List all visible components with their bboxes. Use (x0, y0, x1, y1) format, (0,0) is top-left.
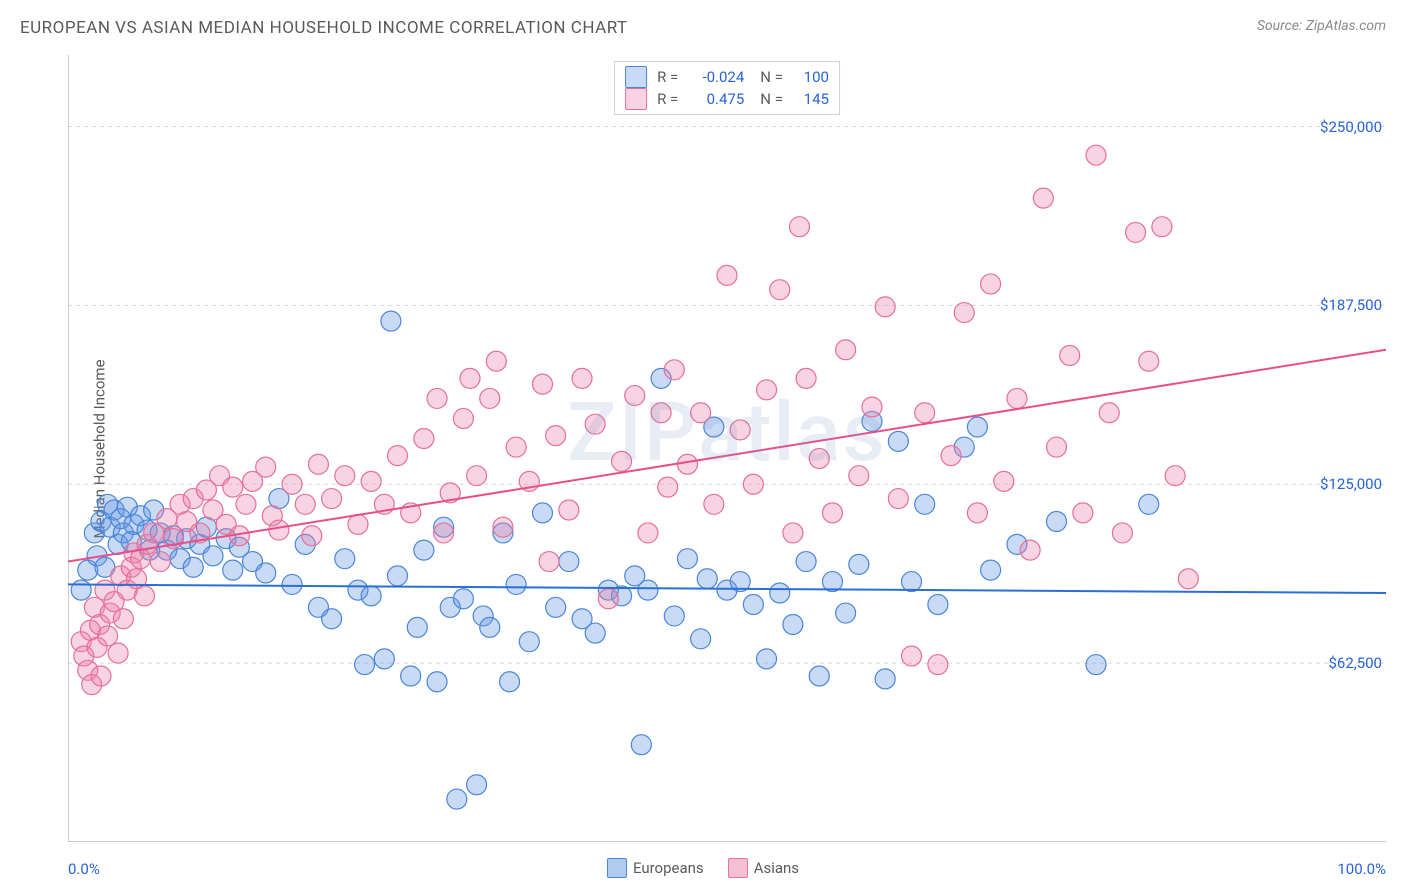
series-swatch (625, 88, 647, 110)
x-axis-bar: 0.0% 100.0% Europeans Asians (20, 850, 1386, 878)
y-tick-label: $62,500 (1328, 654, 1382, 672)
legend-label: Europeans (633, 859, 704, 877)
n-value: 145 (789, 90, 829, 108)
series-legend: Europeans Asians (607, 858, 799, 878)
y-tick-label: $250,000 (1320, 118, 1382, 136)
legend-swatch (728, 858, 748, 878)
r-label: R = (657, 68, 678, 86)
legend-item: Asians (728, 858, 799, 878)
y-tick-label: $187,500 (1320, 296, 1382, 314)
x-axis-min-label: 0.0% (68, 860, 100, 878)
chart-area: Median Household Income ZIPatlas R =-0.0… (20, 55, 1386, 842)
header: EUROPEAN VS ASIAN MEDIAN HOUSEHOLD INCOM… (0, 0, 1406, 46)
stats-row: R = -0.024 N = 100 (625, 66, 829, 88)
legend-item: Europeans (607, 858, 704, 878)
y-tick-label: $125,000 (1320, 475, 1382, 493)
n-label: N = (760, 90, 783, 108)
legend-label: Asians (754, 859, 799, 877)
scatter-svg (68, 55, 1386, 842)
stats-legend-box: R = -0.024 N = 100 R = 0.475 N = 145 (614, 61, 840, 115)
chart-title: EUROPEAN VS ASIAN MEDIAN HOUSEHOLD INCOM… (20, 18, 628, 38)
n-value: 100 (789, 68, 829, 86)
stats-row: R = 0.475 N = 145 (625, 88, 829, 110)
x-axis-max-label: 100.0% (1337, 860, 1386, 878)
plot-region: ZIPatlas R =-0.024N =100R =0.475N =145 $… (68, 55, 1386, 842)
legend-swatch (607, 858, 627, 878)
series-swatch (625, 66, 647, 88)
source-credit: Source: ZipAtlas.com (1257, 18, 1386, 34)
r-value: -0.024 (684, 68, 744, 86)
r-label: R = (657, 90, 678, 108)
r-value: 0.475 (684, 90, 744, 108)
n-label: N = (760, 68, 783, 86)
